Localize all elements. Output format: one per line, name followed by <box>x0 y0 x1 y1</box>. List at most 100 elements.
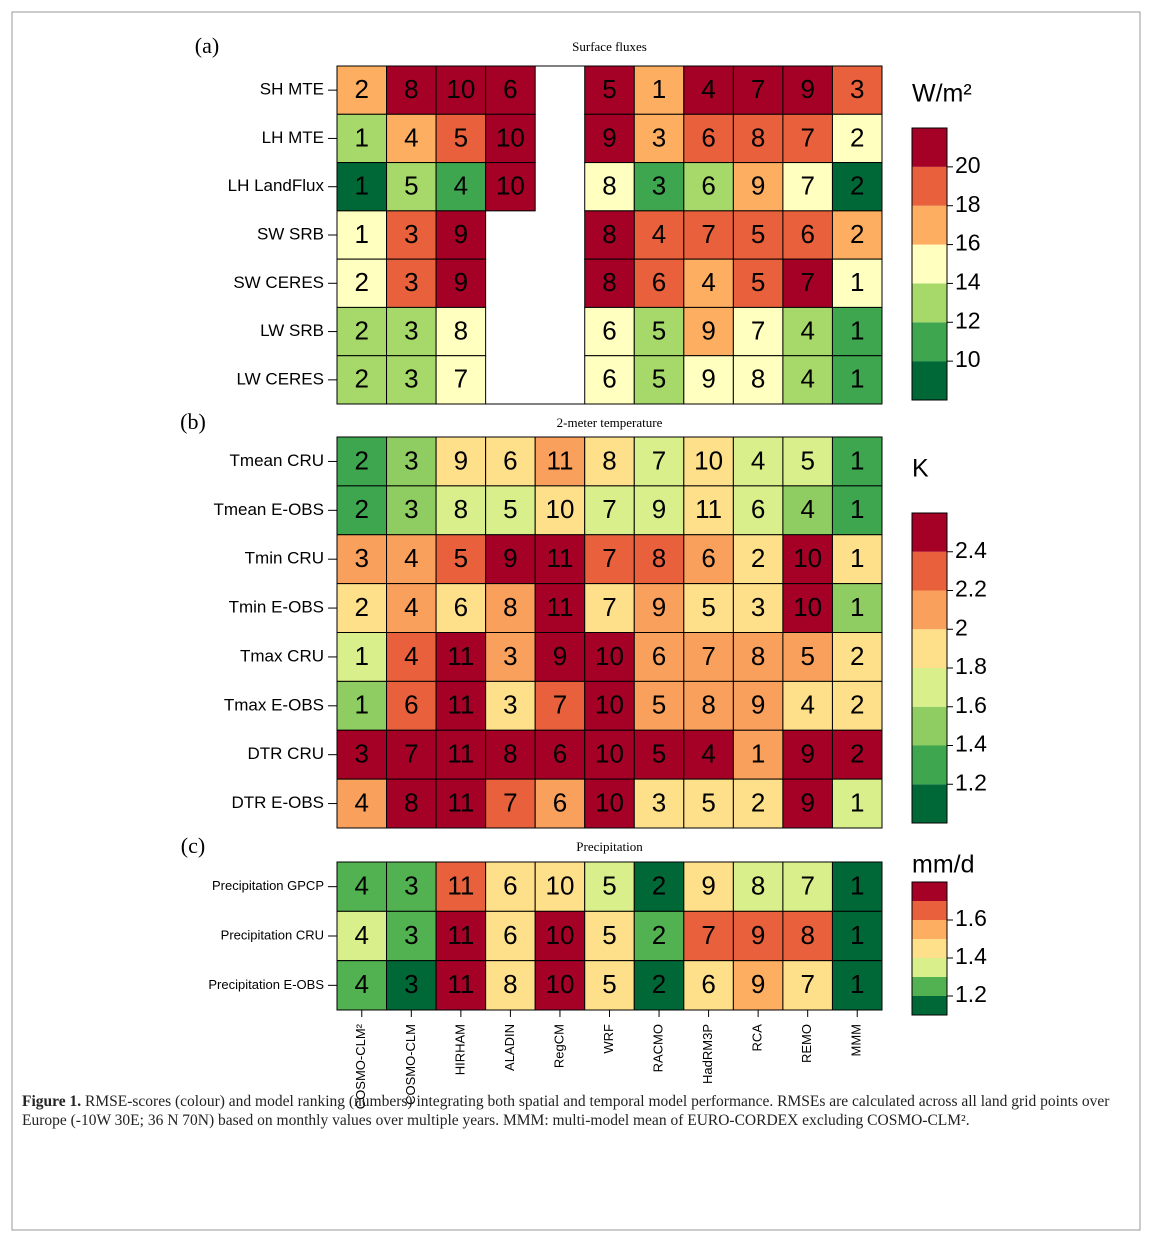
rank-label: 7 <box>553 690 567 720</box>
panel-label: (c) <box>181 833 205 858</box>
rank-label: 8 <box>404 74 418 104</box>
heat-cell <box>534 583 586 633</box>
heat-cell <box>683 306 734 357</box>
panel-title: 2-meter temperature <box>557 415 663 430</box>
heat-cell <box>386 355 437 405</box>
rank-label: 9 <box>503 543 517 573</box>
rank-label: 5 <box>404 171 418 201</box>
rank-label: 9 <box>751 690 765 720</box>
heat-cell <box>336 680 388 731</box>
rank-label: 8 <box>751 871 765 901</box>
colorbar-tick-label: 2 <box>955 614 968 640</box>
rank-label: 3 <box>404 315 418 345</box>
rank-label: 4 <box>355 787 369 817</box>
rank-label: 6 <box>701 969 715 999</box>
row-label: LW CERES <box>236 369 324 388</box>
heat-cell <box>386 210 437 260</box>
heat-cell <box>683 583 734 633</box>
heat-cell <box>435 210 487 260</box>
heat-cell <box>831 534 883 585</box>
heat-cell <box>534 729 586 780</box>
rank-label: 5 <box>652 690 666 720</box>
rank-label: 3 <box>404 969 418 999</box>
row-label: Tmin E-OBS <box>229 598 324 617</box>
rank-label: 2 <box>355 364 369 394</box>
rank-label: 7 <box>503 787 517 817</box>
rank-label: 9 <box>454 267 468 297</box>
rank-label: 2 <box>355 267 369 297</box>
rank-label: 9 <box>800 74 814 104</box>
rank-label: 3 <box>355 739 369 769</box>
heat-cell <box>782 778 833 829</box>
rank-label: 1 <box>850 267 864 297</box>
colorbar-bin <box>912 629 947 668</box>
column-label: RegCM <box>551 1024 566 1068</box>
rank-label: 7 <box>404 739 418 769</box>
rank-label: 5 <box>602 74 616 104</box>
heat-cell <box>831 162 883 212</box>
rank-label: 10 <box>595 739 624 769</box>
rank-label: 2 <box>355 592 369 622</box>
rank-label: 1 <box>652 74 666 104</box>
heat-cell <box>435 778 487 829</box>
row-label: DTR CRU <box>248 744 325 763</box>
rank-label: 8 <box>503 592 517 622</box>
rank-label: 4 <box>652 219 666 249</box>
colorbar-tick-label: 16 <box>955 230 981 256</box>
panel-frame <box>336 436 883 829</box>
colorbar-bin <box>912 882 947 901</box>
heat-cell <box>485 778 536 829</box>
rank-label: 8 <box>751 364 765 394</box>
row-label: Precipitation GPCP <box>212 878 324 893</box>
heat-cell <box>831 910 883 962</box>
heat-cell <box>831 729 883 780</box>
rank-label: 1 <box>850 315 864 345</box>
heat-cell <box>336 729 388 780</box>
rank-label: 7 <box>602 592 616 622</box>
heat-cell <box>782 680 833 731</box>
rank-label: 2 <box>652 920 666 950</box>
rank-label: 3 <box>503 641 517 671</box>
heat-cell <box>386 534 437 585</box>
rank-label: 8 <box>652 543 666 573</box>
rank-label: 11 <box>546 445 573 475</box>
colorbar-bin <box>912 745 947 785</box>
colorbar-bin <box>912 205 947 245</box>
rank-label: 9 <box>751 920 765 950</box>
row-label: SH MTE <box>260 80 324 99</box>
rank-label: 4 <box>404 543 418 573</box>
rank-label: 5 <box>800 641 814 671</box>
colorbar-tick-label: 1.6 <box>955 692 987 718</box>
rank-label: 11 <box>447 641 474 671</box>
rank-label: 11 <box>447 969 474 999</box>
heat-cell <box>386 113 437 164</box>
row-label: Precipitation E-OBS <box>208 977 324 992</box>
heat-cell <box>584 258 635 308</box>
rank-label: 6 <box>751 494 765 524</box>
rank-label: 11 <box>546 592 573 622</box>
colorbar-bin <box>912 939 947 958</box>
heat-cell <box>584 534 635 585</box>
colorbar-bin <box>912 706 947 746</box>
rank-label: 2 <box>850 690 864 720</box>
rank-label: 1 <box>751 739 765 769</box>
colorbar-frame <box>911 881 948 1016</box>
rank-label: 3 <box>404 494 418 524</box>
rank-label: 5 <box>454 122 468 152</box>
heat-cell <box>683 162 734 212</box>
heat-cell <box>435 306 487 357</box>
colorbar-tick-label: 1.8 <box>955 653 987 679</box>
heat-cell <box>485 910 536 962</box>
rank-label: 4 <box>701 739 715 769</box>
rank-label: 5 <box>701 592 715 622</box>
heat-cell <box>831 960 883 1011</box>
rank-label: 10 <box>545 920 574 950</box>
heat-cell <box>782 113 833 164</box>
rank-label: 7 <box>751 74 765 104</box>
rank-label: 6 <box>503 445 517 475</box>
rank-label: 10 <box>446 74 475 104</box>
heat-cell <box>435 258 487 308</box>
heat-cell <box>732 632 784 682</box>
rank-label: 10 <box>545 969 574 999</box>
